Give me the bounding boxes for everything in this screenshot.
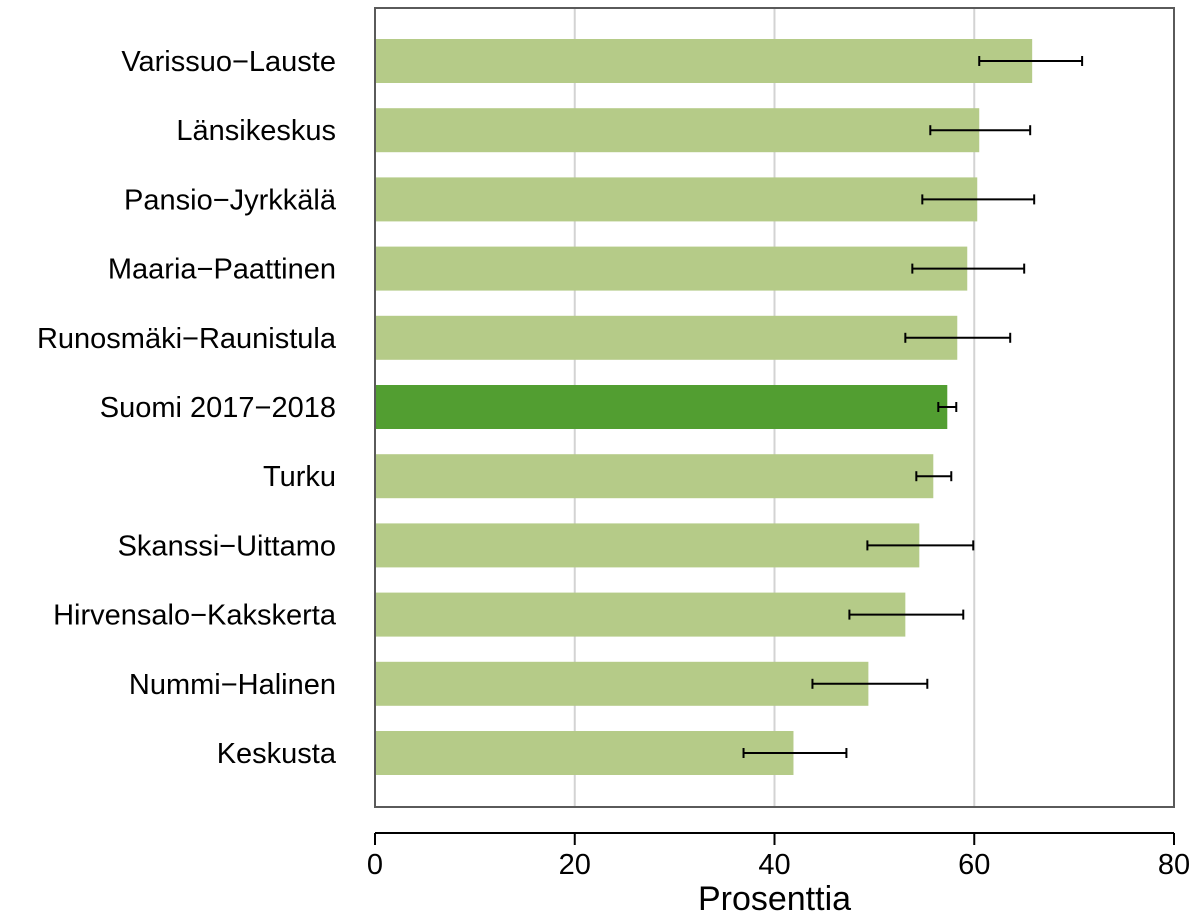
x-tick-label: 60	[958, 849, 990, 881]
bar	[375, 592, 906, 637]
category-labels: Varissuo−Lauste Länsikeskus Pansio−Jyrkkäl…	[37, 46, 337, 770]
error-bar	[911, 263, 1026, 274]
x-tick-label: 0	[367, 849, 383, 881]
error-bar	[915, 471, 953, 482]
error-bar	[921, 194, 1036, 205]
bar	[375, 661, 869, 706]
plot-frame	[374, 7, 1175, 808]
x-axis: 0 20 40 60 80	[367, 832, 1190, 881]
bar	[375, 246, 968, 291]
bar	[375, 177, 978, 222]
category-label: Skanssi−Uittamo	[118, 530, 336, 562]
bar	[375, 39, 1033, 83]
bar	[375, 731, 794, 775]
x-tick-label: 40	[758, 849, 790, 881]
x-tick-label: 80	[1158, 849, 1190, 881]
category-label: Suomi 2017−2018	[100, 392, 336, 424]
category-label: Varissuo−Lauste	[121, 46, 336, 78]
error-bar	[937, 402, 958, 412]
category-label: Turku	[263, 461, 336, 493]
category-label: Maaria−Paattinen	[108, 254, 336, 286]
bar	[375, 385, 948, 429]
category-label: Länsikeskus	[176, 115, 336, 147]
x-axis-title: Prosenttia	[698, 880, 851, 918]
category-label: Nummi−Halinen	[129, 669, 336, 701]
category-label: Pansio−Jyrkkälä	[124, 184, 337, 216]
error-bar	[904, 332, 1012, 343]
error-bar	[742, 748, 848, 758]
category-label: Hirvensalo−Kakskerta	[53, 600, 337, 632]
bar	[375, 454, 934, 499]
bar	[375, 315, 958, 360]
error-bars	[742, 56, 1084, 758]
error-bar	[848, 609, 965, 620]
x-tick-label: 20	[559, 849, 591, 881]
category-label: Runosmäki−Raunistula	[37, 323, 337, 355]
bars	[375, 39, 1033, 775]
error-bar	[866, 540, 975, 551]
error-bar	[929, 125, 1032, 136]
error-bar	[978, 56, 1084, 66]
bar	[375, 523, 920, 568]
error-bar	[811, 678, 929, 689]
category-label: Keskusta	[217, 738, 337, 770]
bar	[375, 108, 980, 153]
